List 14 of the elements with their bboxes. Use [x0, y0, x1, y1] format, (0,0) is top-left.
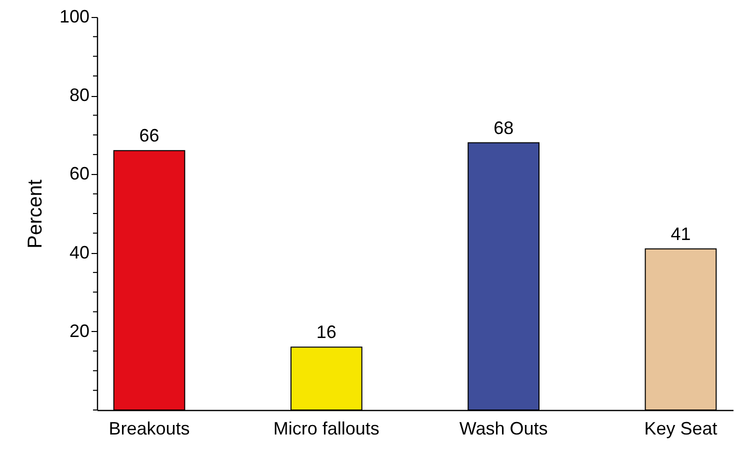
y-tick-label: 100 — [59, 6, 90, 26]
data-label: 16 — [316, 322, 336, 342]
x-tick-label: Breakouts — [108, 418, 190, 438]
x-tick-label: Micro fallouts — [273, 418, 380, 438]
data-label: 66 — [139, 126, 160, 146]
data-label: 68 — [494, 118, 514, 138]
data-label: 41 — [670, 224, 691, 244]
y-axis-title: Percent — [24, 179, 46, 248]
y-tick-label: 40 — [69, 242, 90, 262]
y-tick-label: 20 — [69, 320, 90, 341]
x-tick-label: Wash Outs — [459, 418, 548, 438]
x-tick-label: Key Seat — [644, 418, 718, 438]
y-tick-label: 80 — [69, 85, 90, 106]
y-tick-label: 60 — [69, 164, 90, 184]
